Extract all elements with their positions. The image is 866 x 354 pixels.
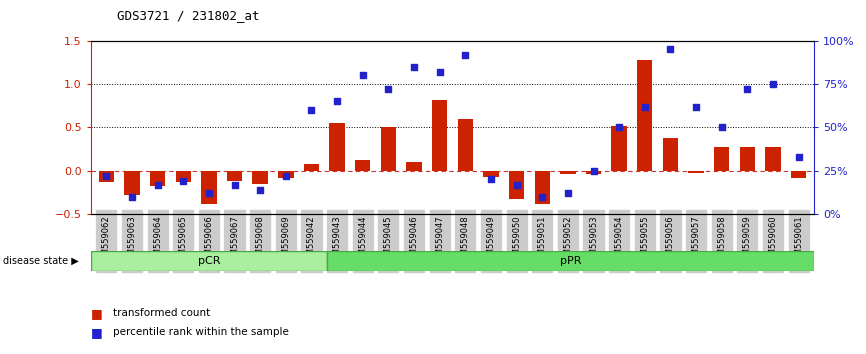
Bar [176,171,191,182]
Point [177,178,191,184]
Point [305,107,319,113]
Bar [329,123,345,171]
Text: disease state ▶: disease state ▶ [3,256,78,266]
Bar [714,147,729,171]
Point [714,125,728,130]
Point [202,190,216,196]
Bar [611,126,627,171]
Point [381,86,395,92]
Bar [432,100,448,171]
Point [638,104,652,109]
Text: GDS3721 / 231802_at: GDS3721 / 231802_at [117,9,260,22]
Bar [766,147,781,171]
Bar [99,171,114,182]
Point [663,46,677,52]
Bar [326,251,814,271]
Point [792,154,805,160]
Point [125,194,139,200]
Bar [509,171,524,199]
Text: transformed count: transformed count [113,308,210,318]
Point [484,177,498,182]
Point [253,187,267,193]
Bar [381,127,396,171]
Point [740,86,754,92]
Point [458,52,472,57]
Point [151,182,165,188]
Bar [740,147,755,171]
Bar [227,171,242,181]
Text: ■: ■ [91,326,103,338]
Bar [791,171,806,178]
Bar [688,171,704,172]
Bar [560,171,576,174]
Bar [483,171,499,177]
Bar [662,138,678,171]
Point [433,69,447,75]
Point [228,182,242,188]
Bar [637,60,652,171]
Text: pCR: pCR [197,256,220,266]
Bar [355,160,371,171]
Bar [406,162,422,171]
Bar [304,164,320,171]
Point [407,64,421,69]
Bar [91,251,326,271]
Text: ■: ■ [91,307,103,320]
Point [510,182,524,188]
Bar [457,119,473,171]
Bar [253,171,268,184]
Bar [201,171,216,204]
Bar [534,171,550,204]
Point [100,173,113,179]
Point [330,98,344,104]
Bar [278,171,294,178]
Point [689,104,703,109]
Bar [150,171,165,187]
Point [535,194,549,200]
Point [279,173,293,179]
Point [561,190,575,196]
Text: pPR: pPR [559,256,581,266]
Point [766,81,780,87]
Bar [585,171,601,174]
Point [586,168,600,173]
Point [356,73,370,78]
Text: percentile rank within the sample: percentile rank within the sample [113,327,288,337]
Point [612,125,626,130]
Bar [124,171,139,195]
